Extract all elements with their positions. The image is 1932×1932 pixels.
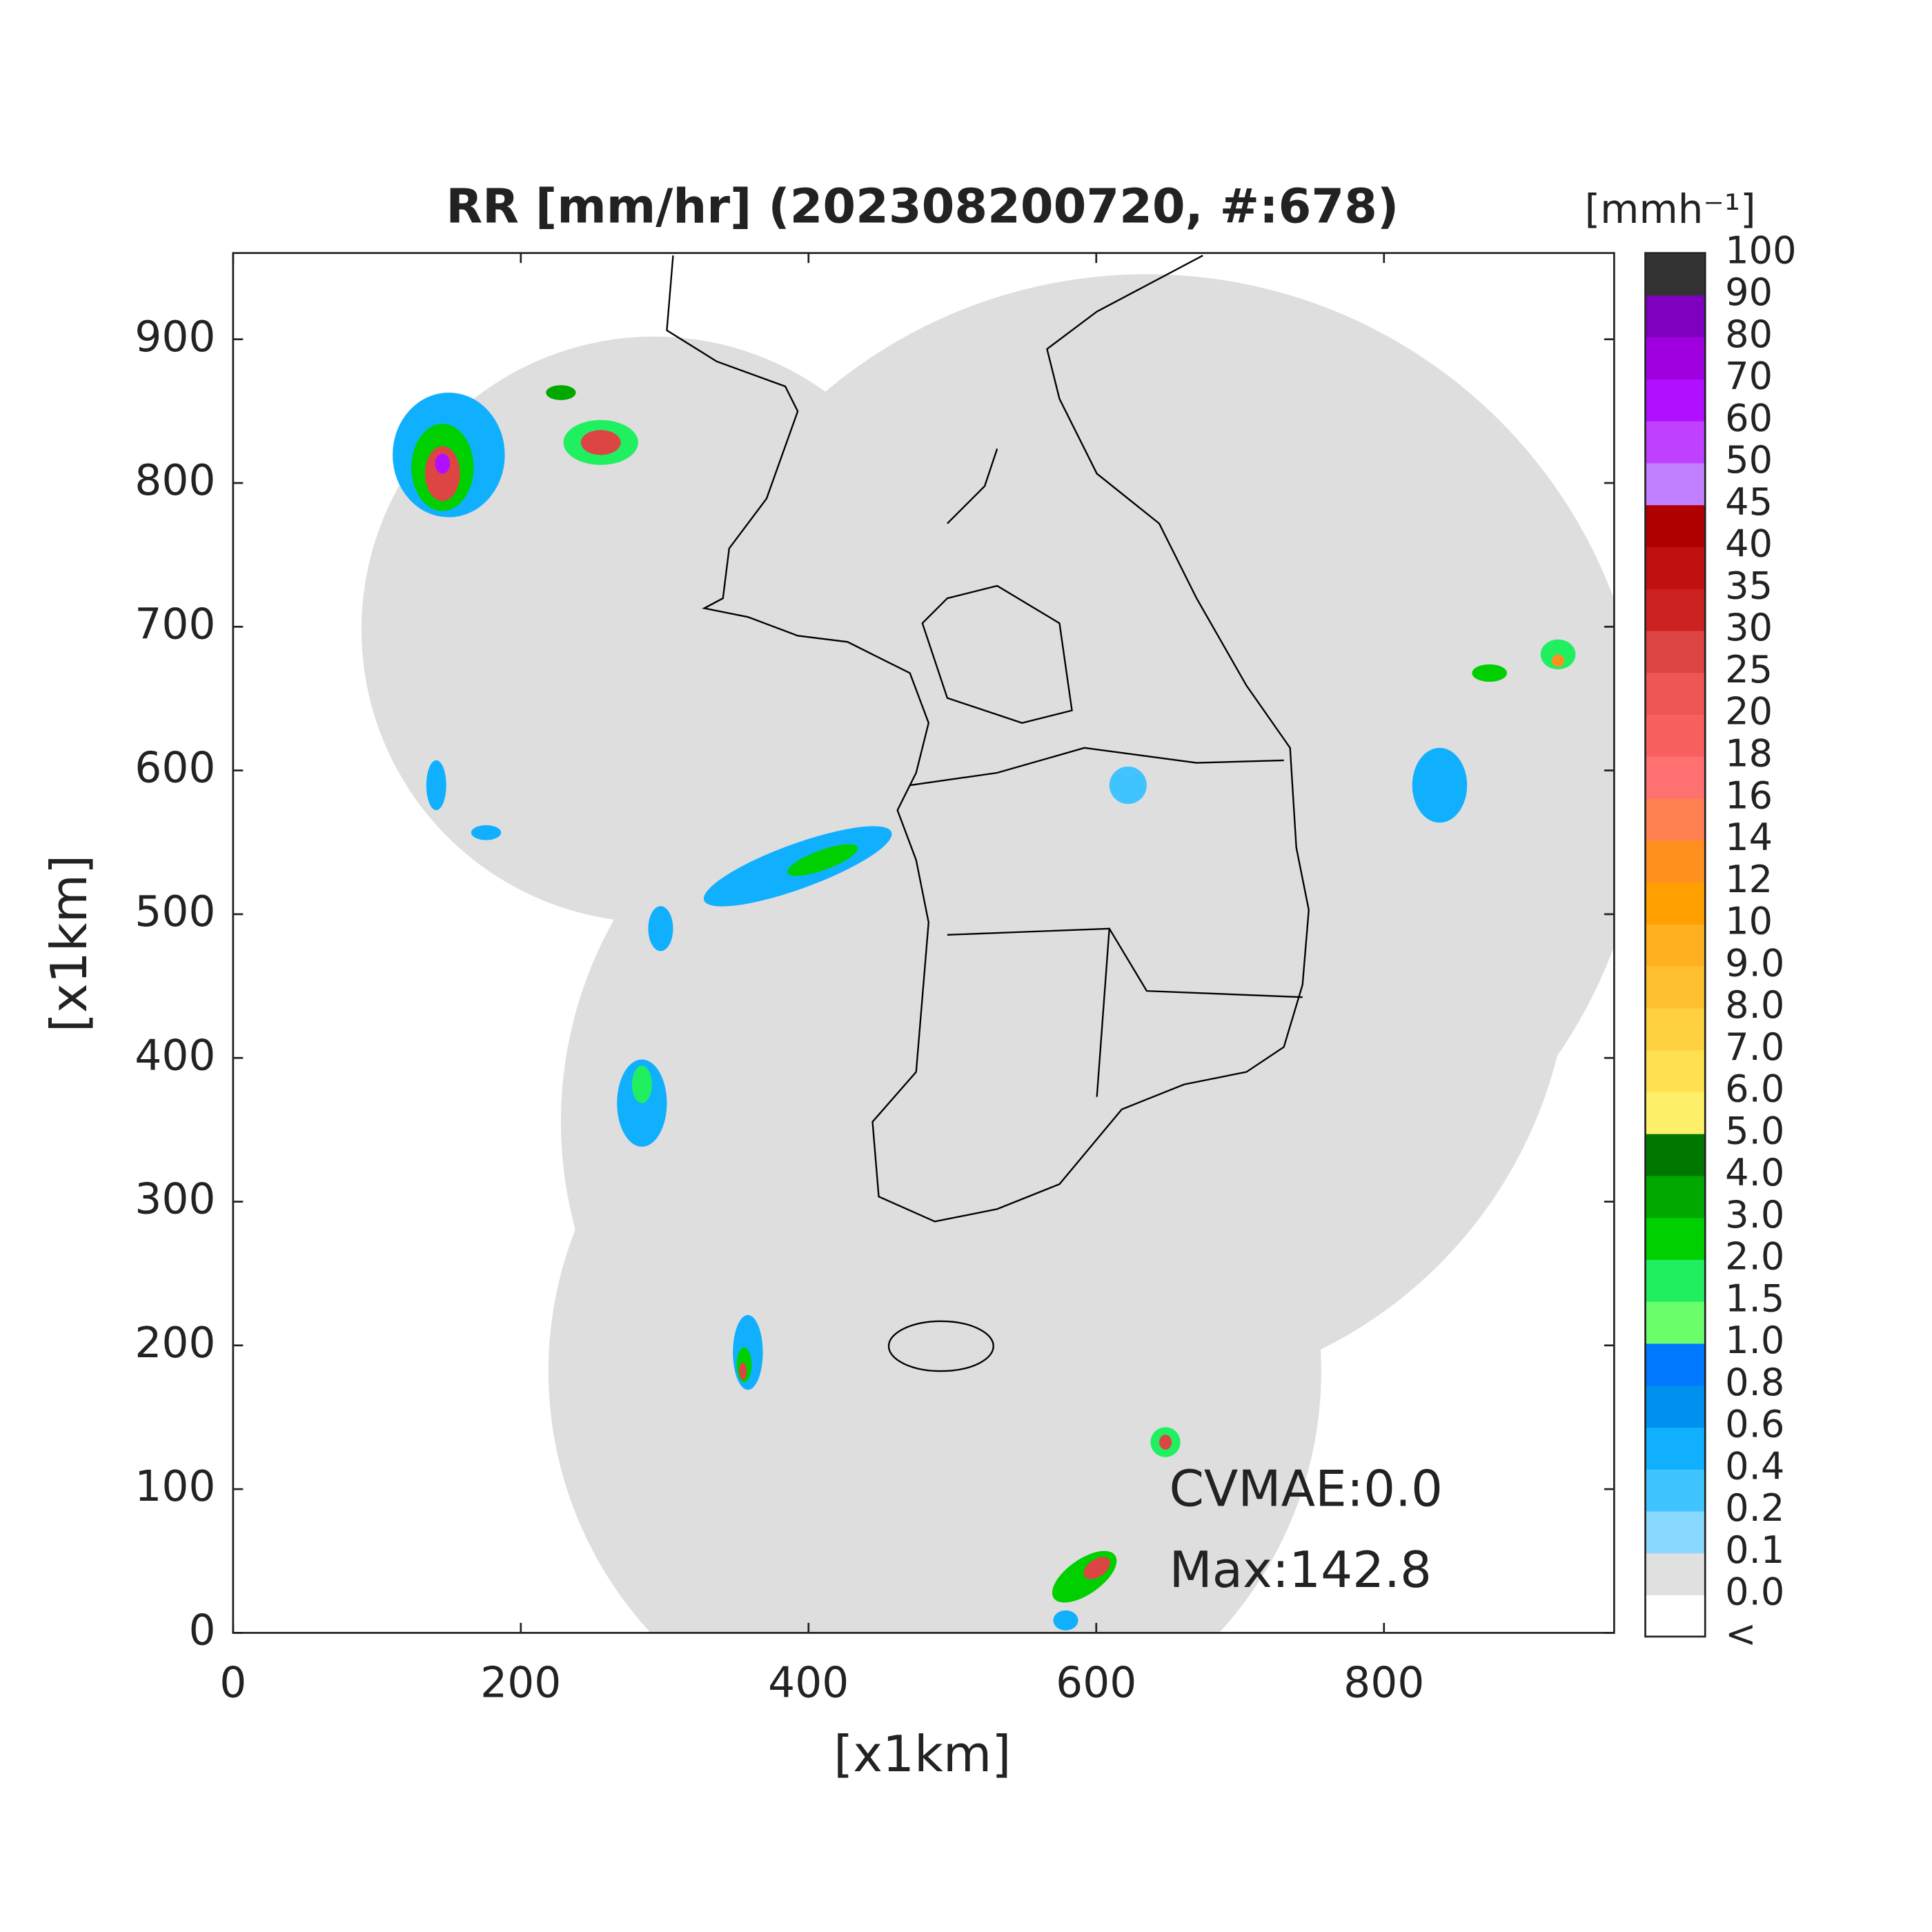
colorbar-tick-label: 1.0 — [1725, 1319, 1784, 1362]
colorbar-segment — [1645, 1217, 1706, 1260]
x-tick-label: 0 — [219, 1658, 246, 1707]
colorbar-segment — [1645, 923, 1706, 967]
colorbar-segment — [1645, 672, 1706, 715]
y-tick-label: 100 — [135, 1462, 215, 1511]
colorbar-segment — [1645, 546, 1706, 589]
y-tick-label: 700 — [135, 600, 215, 649]
colorbar-segment — [1645, 1385, 1706, 1428]
colorbar-tick-label: < — [1725, 1613, 1756, 1656]
colorbar-frame — [1644, 252, 1706, 1638]
colorbar-tick-label: 35 — [1725, 564, 1773, 607]
colorbar-tick-label: 100 — [1725, 228, 1796, 272]
colorbar-tick-label: 2.0 — [1725, 1235, 1784, 1279]
colorbar-label: [mmh⁻¹] — [1585, 186, 1756, 233]
y-axis-label: [x1km] — [41, 855, 99, 1032]
colorbar-tick-label: 0.2 — [1725, 1486, 1784, 1530]
colorbar-segment — [1645, 1049, 1706, 1092]
colorbar-tick-label: 6.0 — [1725, 1067, 1784, 1111]
colorbar-tick-label: 5.0 — [1725, 1109, 1784, 1152]
colorbar-tick-label: 7.0 — [1725, 1025, 1784, 1069]
colorbar-tick-label: 0.1 — [1725, 1528, 1784, 1572]
colorbar-tick-label: 0.0 — [1725, 1570, 1784, 1614]
colorbar-segment — [1645, 420, 1706, 464]
colorbar-tick-label: 16 — [1725, 773, 1773, 817]
y-tick-label: 0 — [188, 1606, 215, 1655]
plot-frame — [232, 252, 1615, 1634]
colorbar-segment — [1645, 1343, 1706, 1386]
colorbar-segment — [1645, 630, 1706, 673]
colorbar-segment — [1645, 756, 1706, 799]
colorbar-tick-label: 90 — [1725, 270, 1773, 314]
colorbar-segment — [1645, 588, 1706, 631]
colorbar-tick-label: 18 — [1725, 731, 1773, 775]
radar-coverage — [361, 274, 1615, 1633]
annotation: Max:142.8 — [1169, 1541, 1432, 1599]
y-tick-label: 200 — [135, 1319, 215, 1368]
y-tick-label: 500 — [135, 887, 215, 936]
colorbar-segment — [1645, 1175, 1706, 1219]
colorbar-tick-label: 9.0 — [1725, 941, 1784, 985]
x-tick-label: 600 — [1056, 1658, 1136, 1707]
chart-title: RR [mm/hr] (202308200720, #:678) — [446, 179, 1399, 235]
colorbar-segment — [1645, 462, 1706, 506]
colorbar-tick-label: 0.6 — [1725, 1403, 1784, 1446]
colorbar-segment — [1645, 253, 1706, 296]
colorbar-segment — [1645, 1091, 1706, 1134]
colorbar-segment — [1645, 798, 1706, 841]
colorbar-tick-label: 0.4 — [1725, 1444, 1784, 1488]
y-tick-label: 900 — [135, 313, 215, 362]
y-tick-label: 400 — [135, 1031, 215, 1080]
colorbar-tick-label: 14 — [1725, 816, 1773, 859]
colorbar-segment — [1645, 965, 1706, 1009]
colorbar-tick-label: 0.8 — [1725, 1361, 1784, 1404]
colorbar-tick-label: 25 — [1725, 648, 1773, 691]
colorbar-tick-label: 40 — [1725, 522, 1773, 566]
colorbar-segment — [1645, 1133, 1706, 1176]
colorbar-segment — [1645, 1595, 1706, 1637]
coastlines — [666, 255, 1310, 1372]
colorbar-tick-label: 10 — [1725, 900, 1773, 943]
y-tick-label: 800 — [135, 456, 215, 505]
rain-cells — [393, 385, 1576, 1630]
colorbar-tick-label: 80 — [1725, 313, 1773, 356]
colorbar-segment — [1645, 1301, 1706, 1344]
colorbar-tick-label: 70 — [1725, 355, 1773, 398]
colorbar-segment — [1645, 882, 1706, 925]
colorbar-segment — [1645, 1259, 1706, 1302]
colorbar-tick-label: 60 — [1725, 396, 1773, 440]
annotation: CVMAE:0.0 — [1169, 1460, 1443, 1518]
colorbar-segment — [1645, 1510, 1706, 1554]
colorbar-tick-label: 1.5 — [1725, 1276, 1784, 1320]
x-tick-label: 200 — [480, 1658, 561, 1707]
colorbar-tick-label: 45 — [1725, 480, 1773, 524]
colorbar-segment — [1645, 1468, 1706, 1512]
colorbar-segment — [1645, 504, 1706, 547]
colorbar-tick-label: 8.0 — [1725, 983, 1784, 1027]
colorbar-segment — [1645, 714, 1706, 757]
colorbar-segment — [1645, 1552, 1706, 1596]
colorbar-tick-label: 3.0 — [1725, 1193, 1784, 1236]
colorbar-segment — [1645, 295, 1706, 338]
colorbar-segment — [1645, 1427, 1706, 1470]
colorbar-tick-label: 4.0 — [1725, 1151, 1784, 1194]
colorbar-tick-label: 20 — [1725, 690, 1773, 733]
x-tick-label: 400 — [768, 1658, 849, 1707]
x-tick-label: 800 — [1343, 1658, 1424, 1707]
colorbar-tick-label: 30 — [1725, 606, 1773, 649]
colorbar-segment — [1645, 337, 1706, 379]
colorbar-segment — [1645, 1007, 1706, 1051]
colorbar-tick-label: 12 — [1725, 858, 1773, 901]
colorbar-tick-label: 50 — [1725, 438, 1773, 482]
colorbar-segment — [1645, 378, 1706, 422]
colorbar-segment — [1645, 840, 1706, 883]
y-tick-label: 300 — [135, 1175, 215, 1224]
x-axis-label: [x1km] — [834, 1726, 1011, 1784]
map-area — [361, 255, 1615, 1633]
y-tick-label: 600 — [135, 744, 215, 793]
